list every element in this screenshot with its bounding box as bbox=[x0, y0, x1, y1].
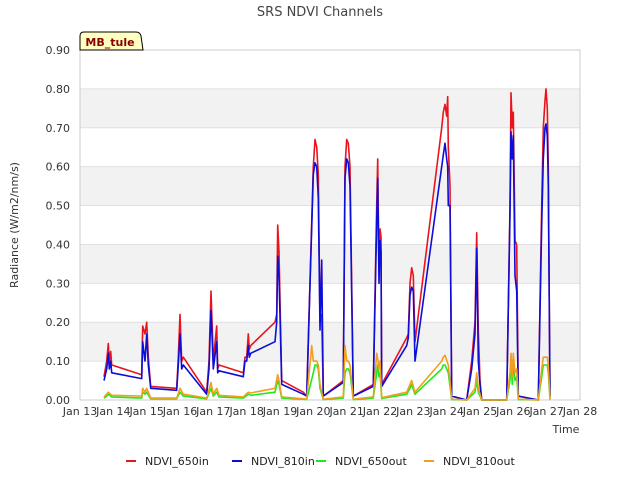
series-group bbox=[103, 88, 551, 401]
y-axis-ticks: 0.00 0.10 0.20 0.30 0.40 0.50 0.60 0.70 0.80 0.90 bbox=[46, 44, 71, 407]
x-tick-label: Jan 28 bbox=[562, 405, 597, 418]
plot-band bbox=[80, 88, 580, 128]
x-tick-label: Jan 16 bbox=[162, 405, 197, 418]
y-tick-label: 0.50 bbox=[46, 200, 71, 213]
x-tick-label: Jan 17 bbox=[195, 405, 230, 418]
site-badge-shape bbox=[79, 31, 144, 51]
x-tick-label: Jan 25 bbox=[462, 405, 497, 418]
site-badge: MB_tule bbox=[79, 31, 144, 51]
plot-bands bbox=[80, 88, 580, 362]
plot-frame bbox=[79, 49, 581, 401]
x-tick-label: Jan 26 bbox=[495, 405, 530, 418]
series-line-ndvi-810out bbox=[103, 344, 551, 401]
plot-band bbox=[80, 322, 580, 362]
y-axis-title: Radiance (W/m2/nm/s) bbox=[8, 162, 21, 288]
y-tick-label: 0.80 bbox=[46, 83, 71, 96]
y-tick-label: 0.90 bbox=[46, 44, 71, 57]
x-tick-label: Jan 20 bbox=[295, 405, 330, 418]
y-tick-label: 0.60 bbox=[46, 161, 71, 174]
x-tick-label: Jan 22 bbox=[362, 405, 397, 418]
legend-label: NDVI_650in bbox=[145, 455, 209, 468]
plot-band bbox=[80, 244, 580, 284]
y-tick-label: 0.00 bbox=[46, 394, 71, 407]
y-tick-label: 0.30 bbox=[46, 277, 71, 290]
x-tick-label: Jan 13 bbox=[62, 405, 97, 418]
site-badge-label: MB_tule bbox=[85, 36, 134, 49]
x-tick-label: Jan 21 bbox=[328, 405, 363, 418]
x-tick-label: Jan 23 bbox=[395, 405, 430, 418]
y-tick-label: 0.10 bbox=[46, 355, 71, 368]
chart-title: SRS NDVI Channels bbox=[257, 5, 383, 20]
x-tick-label: Jan 15 bbox=[128, 405, 163, 418]
x-tick-label: Jan 27 bbox=[528, 405, 563, 418]
y-tick-label: 0.70 bbox=[46, 122, 71, 135]
x-tick-label: Jan 19 bbox=[262, 405, 297, 418]
x-tick-label: Jan 18 bbox=[228, 405, 263, 418]
plot-band bbox=[80, 166, 580, 206]
y-tick-label: 0.40 bbox=[46, 238, 71, 251]
legend-label: NDVI_810out bbox=[443, 455, 515, 468]
legend: NDVI_650in NDVI_810in NDVI_650out NDVI_810o… bbox=[126, 455, 515, 468]
y-tick-label: 0.20 bbox=[46, 316, 71, 329]
legend-label: NDVI_650out bbox=[335, 455, 407, 468]
x-tick-label: Jan 14 bbox=[95, 405, 130, 418]
x-axis-title: Time bbox=[552, 423, 580, 436]
legend-label: NDVI_810in bbox=[251, 455, 315, 468]
x-tick-label: Jan 24 bbox=[428, 405, 463, 418]
